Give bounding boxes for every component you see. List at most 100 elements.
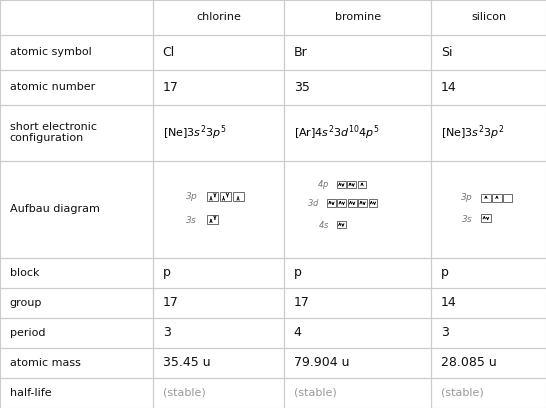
Bar [284, 288, 431, 318]
Bar [0, 0, 153, 35]
Bar [431, 348, 546, 378]
Text: atomic number: atomic number [10, 82, 95, 92]
Bar [0, 105, 153, 161]
Bar [431, 105, 546, 161]
Bar [284, 378, 431, 408]
Text: atomic mass: atomic mass [10, 358, 81, 368]
Bar [431, 0, 546, 35]
Bar [284, 348, 431, 378]
Bar [153, 318, 284, 348]
Text: chlorine: chlorine [196, 13, 241, 22]
Bar [153, 0, 284, 35]
Text: atomic symbol: atomic symbol [10, 47, 92, 58]
Text: [Ar]4$s^2$3$d^{10}$4$p^5$: [Ar]4$s^2$3$d^{10}$4$p^5$ [294, 123, 379, 142]
Text: 28.085 u: 28.085 u [441, 356, 497, 369]
Text: Br: Br [294, 46, 307, 59]
Bar [153, 35, 284, 70]
Text: Aufbau diagram: Aufbau diagram [10, 204, 100, 214]
Bar [284, 257, 431, 288]
Bar [153, 288, 284, 318]
Text: short electronic
configuration: short electronic configuration [10, 122, 97, 144]
Text: 14: 14 [441, 296, 457, 309]
Bar [153, 257, 284, 288]
Bar [153, 378, 284, 408]
Text: p: p [163, 266, 170, 279]
Bar [284, 318, 431, 348]
Bar [337, 181, 346, 188]
Bar [0, 348, 153, 378]
Bar [369, 199, 377, 207]
Bar [207, 192, 218, 201]
Bar [431, 318, 546, 348]
Bar [347, 181, 356, 188]
Text: p: p [294, 266, 301, 279]
Bar [0, 257, 153, 288]
Text: silicon: silicon [471, 13, 506, 22]
Text: block: block [10, 268, 39, 278]
Text: bromine: bromine [335, 13, 381, 22]
Bar [284, 70, 431, 105]
Bar [207, 215, 218, 224]
Bar [482, 193, 491, 202]
Text: 17: 17 [294, 296, 310, 309]
Bar [492, 193, 502, 202]
Text: 79.904 u: 79.904 u [294, 356, 349, 369]
Bar [0, 318, 153, 348]
Bar [327, 199, 336, 207]
Bar [284, 0, 431, 35]
Bar [0, 378, 153, 408]
Text: 17: 17 [163, 296, 179, 309]
Bar [348, 199, 357, 207]
Bar [153, 105, 284, 161]
Text: 3$d$: 3$d$ [307, 197, 319, 208]
Bar [284, 35, 431, 70]
Text: [Ne]3$s^2$3$p^2$: [Ne]3$s^2$3$p^2$ [441, 123, 505, 142]
Text: period: period [10, 328, 45, 338]
Bar [153, 70, 284, 105]
Text: (stable): (stable) [441, 388, 484, 398]
Text: p: p [441, 266, 449, 279]
Bar [284, 105, 431, 161]
Bar [431, 70, 546, 105]
Text: 3$p$: 3$p$ [460, 191, 473, 204]
Bar [431, 35, 546, 70]
Bar [431, 378, 546, 408]
Bar [284, 161, 431, 257]
Text: 17: 17 [163, 81, 179, 94]
Bar [337, 199, 346, 207]
Text: 3: 3 [163, 326, 170, 339]
Text: 35: 35 [294, 81, 310, 94]
Text: 3$s$: 3$s$ [186, 214, 198, 225]
Bar [431, 161, 546, 257]
Text: group: group [10, 298, 42, 308]
Text: 4$p$: 4$p$ [317, 178, 329, 191]
Bar [431, 257, 546, 288]
Bar [0, 161, 153, 257]
Bar [153, 161, 284, 257]
Text: 3$s$: 3$s$ [461, 213, 473, 224]
Text: 3: 3 [441, 326, 449, 339]
Bar [431, 288, 546, 318]
Bar [0, 288, 153, 318]
Text: 14: 14 [441, 81, 457, 94]
Bar [0, 70, 153, 105]
Text: Cl: Cl [163, 46, 175, 59]
Bar [153, 348, 284, 378]
Text: 35.45 u: 35.45 u [163, 356, 210, 369]
Text: [Ne]3$s^2$3$p^5$: [Ne]3$s^2$3$p^5$ [163, 123, 226, 142]
Bar [233, 192, 244, 201]
Text: half-life: half-life [10, 388, 51, 398]
Bar [337, 221, 346, 228]
Bar [220, 192, 231, 201]
Text: 3$p$: 3$p$ [185, 191, 198, 203]
Text: 4: 4 [294, 326, 301, 339]
Bar [0, 35, 153, 70]
Text: Si: Si [441, 46, 453, 59]
Text: (stable): (stable) [294, 388, 336, 398]
Bar [358, 199, 367, 207]
Text: (stable): (stable) [163, 388, 205, 398]
Bar [482, 214, 491, 222]
Text: 4$s$: 4$s$ [318, 219, 329, 230]
Bar [503, 193, 513, 202]
Bar [358, 181, 366, 188]
